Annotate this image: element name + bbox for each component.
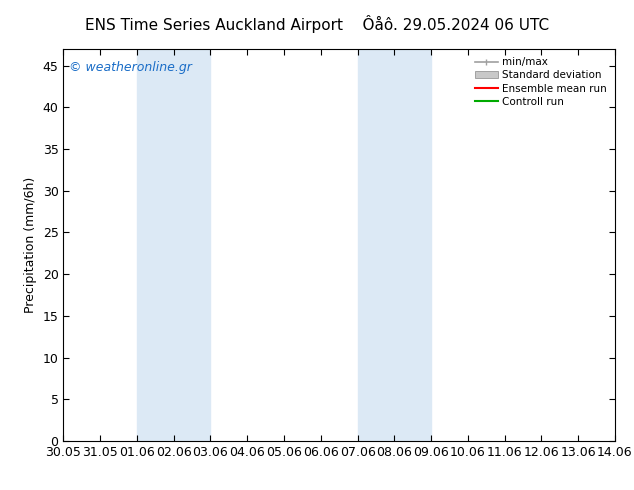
Legend: min/max, Standard deviation, Ensemble mean run, Controll run: min/max, Standard deviation, Ensemble me… — [472, 54, 610, 110]
Text: © weatheronline.gr: © weatheronline.gr — [69, 61, 192, 74]
Text: ENS Time Series Auckland Airport    Ôåô. 29.05.2024 06 UTC: ENS Time Series Auckland Airport Ôåô. 29… — [85, 15, 549, 33]
Bar — [358, 49, 431, 441]
Bar — [137, 49, 210, 441]
Y-axis label: Precipitation (mm/6h): Precipitation (mm/6h) — [24, 177, 37, 313]
